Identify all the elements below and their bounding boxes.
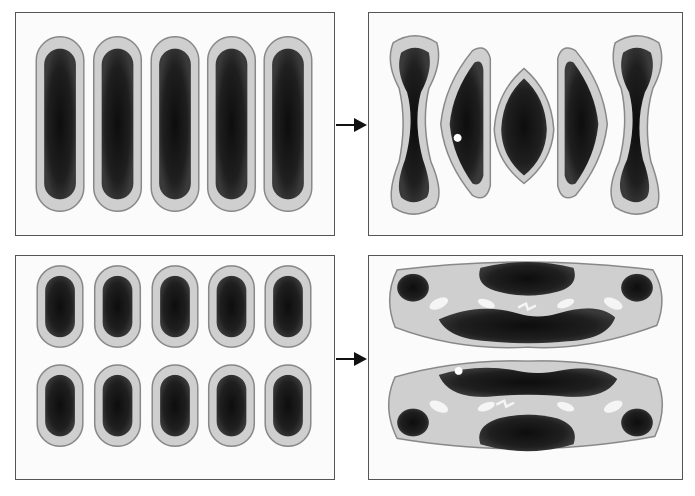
columns-diagram: [35, 36, 313, 212]
oval-grid-diagram: [36, 265, 312, 448]
bottom-arrow: [336, 352, 367, 366]
wavy-bands-diagram: [387, 261, 664, 452]
column-2: [92, 36, 143, 212]
shape-hourglass-right: [610, 35, 663, 215]
evolved-shapes-diagram: [389, 35, 663, 215]
band-lower: [387, 360, 664, 452]
band-upper: [388, 261, 663, 349]
marker-dot-top: [453, 133, 462, 142]
shape-hourglass-left: [389, 35, 440, 215]
panel-top-left: [15, 12, 335, 236]
marker-dot-bottom: [454, 367, 463, 375]
oval-row-top: [36, 265, 312, 348]
oval-row-bottom: [36, 364, 312, 448]
column-3: [150, 36, 200, 212]
panel-bottom-right: [368, 255, 683, 480]
shape-center-lens: [493, 67, 555, 185]
top-arrow: [336, 118, 367, 132]
panel-top-right: [368, 12, 683, 236]
shape-arc-right: [556, 47, 609, 199]
column-5: [263, 36, 313, 212]
shape-arc-left: [440, 47, 492, 199]
column-1: [35, 36, 85, 212]
panel-bottom-left: [15, 255, 335, 480]
column-4: [206, 36, 257, 212]
